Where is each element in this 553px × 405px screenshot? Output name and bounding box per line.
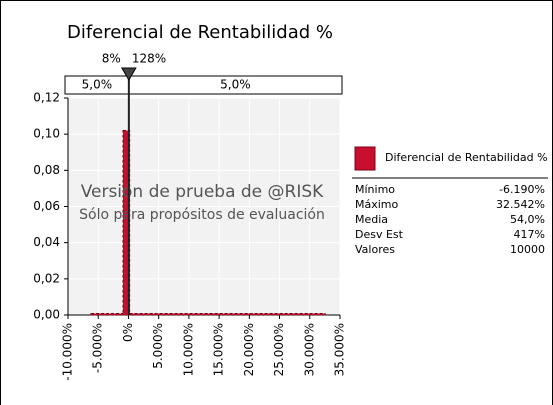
watermark: Sólo para propósitos de evaluación xyxy=(79,207,325,223)
y-tick-label: 0,10 xyxy=(33,127,60,141)
x-tick-label: 15.000% xyxy=(212,323,226,376)
delimiter-label: 8% xyxy=(102,52,121,66)
x-tick-label: 10.000% xyxy=(181,323,195,376)
stat-label: Valores xyxy=(355,243,395,256)
stat-label: Media xyxy=(355,213,388,226)
band-box xyxy=(64,75,343,95)
stat-value: 417% xyxy=(514,228,545,241)
x-tick-label: 5.000% xyxy=(151,323,165,369)
band-label: 5,0% xyxy=(220,78,251,92)
stat-value: -6.190% xyxy=(499,183,545,196)
x-tick-label: 25.000% xyxy=(272,323,286,376)
x-tick-label: 20.000% xyxy=(242,323,256,376)
delimiter-handle xyxy=(120,67,137,81)
bar xyxy=(122,130,131,316)
x-tick-label: -5.000% xyxy=(91,323,105,373)
chart-title: Diferencial de Rentabilidad % xyxy=(67,22,333,43)
stat-label: Mínimo xyxy=(355,183,395,196)
legend-label: Diferencial de Rentabilidad % xyxy=(385,151,548,164)
stat-label: Máximo xyxy=(355,198,399,211)
x-tick-label: 0% xyxy=(121,323,135,342)
y-tick-label: 0,12 xyxy=(33,91,60,105)
bar xyxy=(90,313,124,316)
bar xyxy=(129,313,326,316)
stat-value: 32.542% xyxy=(496,198,545,211)
stat-value: 54,0% xyxy=(510,213,545,226)
x-tick-label: 30.000% xyxy=(302,323,316,376)
delimiter-label: 128% xyxy=(132,52,166,66)
y-tick-label: 0,04 xyxy=(33,235,60,249)
legend-swatch xyxy=(354,146,376,171)
x-tick-label: -10.000% xyxy=(61,323,75,381)
stat-value: 10000 xyxy=(510,243,545,256)
y-tick-label: 0,08 xyxy=(33,163,60,177)
band-label: 5,0% xyxy=(82,78,113,92)
y-tick-label: 0,02 xyxy=(33,271,60,285)
stat-label: Desv Est xyxy=(355,228,404,241)
watermark: Versión de prueba de @RISK xyxy=(81,182,324,202)
x-tick-label: 35.000% xyxy=(333,323,347,376)
y-tick-label: 0,06 xyxy=(33,199,60,213)
y-tick-label: 0,00 xyxy=(33,308,60,322)
